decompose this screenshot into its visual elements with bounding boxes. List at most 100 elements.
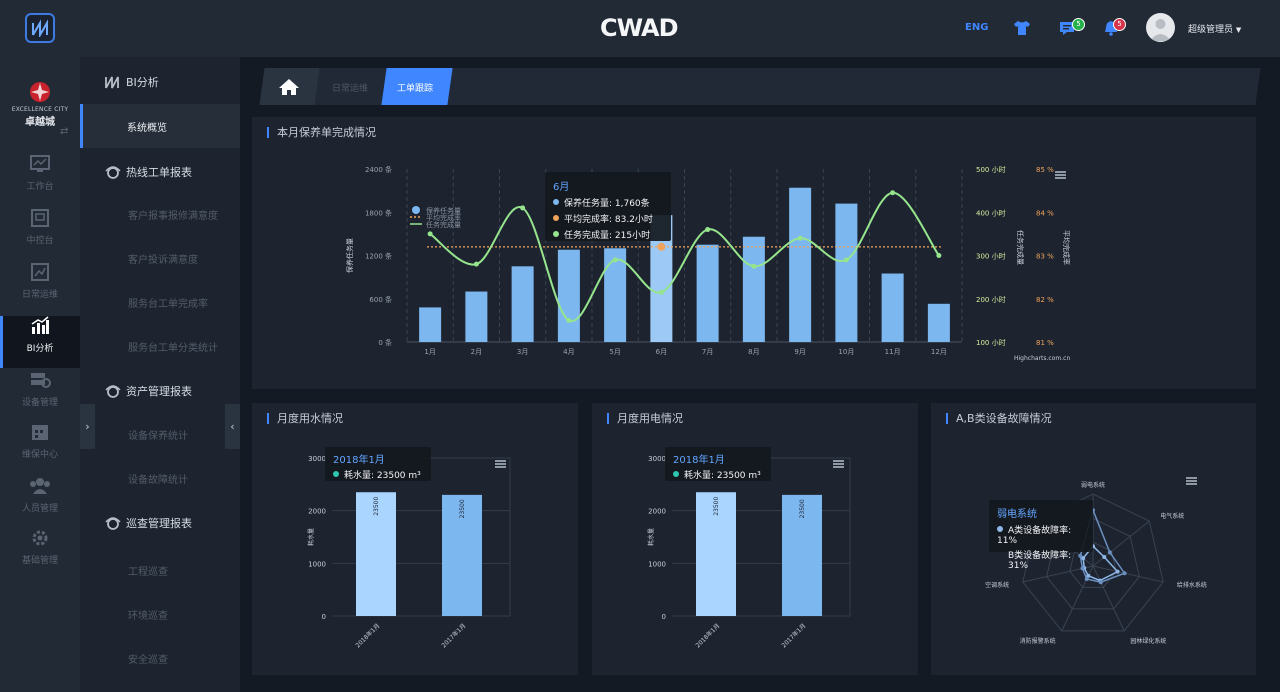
language-switch[interactable]: ENG — [965, 22, 989, 33]
rail-label: 工作台 — [26, 182, 54, 192]
home-icon[interactable] — [278, 78, 300, 96]
y2-axis-title: 任务完成量 — [1016, 230, 1025, 265]
breadcrumb-item-maintenance[interactable]: 日常运维 — [332, 84, 369, 94]
y3-tick-label: 81 % — [1036, 339, 1054, 347]
rail-label: 人员管理 — [21, 504, 58, 514]
submenu-item-overview[interactable]: 系统概览 — [80, 104, 240, 148]
rail-item-device[interactable]: 设备管理 — [0, 370, 80, 422]
bar-chart-icon — [31, 316, 49, 334]
y-tick-label: 2000 — [648, 508, 666, 516]
radar-point — [1102, 555, 1107, 560]
brand-logo-icon — [30, 82, 50, 102]
submenu-bi-title[interactable]: BI分析 — [105, 74, 159, 90]
radar-series — [1079, 507, 1126, 583]
theme-shirt-icon[interactable] — [1013, 20, 1031, 36]
assets-icon — [105, 385, 121, 398]
submenu-item[interactable]: 环境巡查 — [128, 611, 168, 622]
chart-tooltip: 2018年1月 耗水量: 23500 m³ — [665, 447, 771, 481]
rail-label: 中控台 — [26, 236, 54, 246]
user-menu[interactable]: 超级管理员 ▼ — [1188, 22, 1241, 35]
y-tick-label: 3000 — [308, 455, 326, 463]
chart-menu-icon[interactable] — [495, 460, 506, 468]
brand-en: EXCELLENCE CITY — [11, 106, 69, 113]
switch-icon[interactable]: ⇄ — [60, 126, 69, 137]
y-axis-title: 耗水量 — [647, 528, 655, 546]
rail-item-bi[interactable]: BI分析 — [0, 316, 80, 368]
notification-count-badge: 5 — [1113, 18, 1126, 31]
water-panel: 月度用水情况 0 1000 2000 3000 耗水量 23500 2018年1月 23500… — [252, 403, 578, 675]
rail-label: 设备管理 — [21, 398, 58, 408]
rail-item-people[interactable]: 人员管理 — [0, 476, 80, 528]
tooltip-title: 2018年1月 — [673, 455, 725, 466]
brand-block: EXCELLENCE CITY 卓越城 ⇄ — [0, 80, 80, 137]
expand-rail-button[interactable]: › — [80, 404, 95, 449]
submenu-item[interactable]: 安全巡查 — [128, 655, 168, 666]
legend-dot — [673, 471, 679, 477]
submenu-group-label: 巡查管理报表 — [126, 517, 192, 530]
rail-label: 维保中心 — [21, 450, 58, 460]
bar — [696, 244, 719, 342]
y3-tick-label: 83 % — [1036, 253, 1054, 261]
radar-point — [1080, 566, 1085, 571]
app-logo-icon[interactable] — [25, 13, 55, 43]
avatar[interactable] — [1146, 13, 1175, 42]
water-chart: 0 1000 2000 3000 耗水量 23500 2018年1月 23500 2017年1月 — [307, 455, 511, 649]
chart-tooltip: 弱电系统 A类设备故障率: 11% B类设备故障率: 31% — [989, 500, 1093, 571]
chart-menu-icon[interactable] — [1055, 171, 1066, 179]
submenu-item[interactable]: 设备保养统计 — [128, 431, 188, 442]
radar-axis-label: 给排水系统 — [1177, 581, 1207, 589]
rail-label: 基础管理 — [21, 556, 58, 566]
submenu-group-hotline[interactable]: 热线工单报表 — [105, 164, 192, 180]
submenu-item[interactable]: 服务台工单完成率 — [128, 299, 208, 310]
collapse-submenu-button[interactable]: ‹ — [225, 404, 240, 449]
radar-point — [1107, 550, 1112, 555]
legend-label: 保养任务量 — [426, 206, 461, 215]
radar-axis-label: 空调系统 — [985, 581, 1009, 589]
y2-tick-label: 400 小时 — [976, 208, 1006, 217]
chart-menu-icon[interactable] — [1186, 477, 1197, 485]
line-point — [751, 263, 757, 269]
submenu-item[interactable]: 设备故障统计 — [128, 475, 188, 486]
hotline-icon — [105, 166, 121, 179]
chevron-right-icon: › — [85, 420, 90, 433]
tooltip-row: 任务完成量: 215小时 — [564, 231, 651, 241]
tooltip-row: 平均完成率: 83.2小时 — [564, 215, 653, 225]
x-tick-label: 5月 — [609, 348, 620, 356]
rail-item-maintenance-center[interactable]: 维保中心 — [0, 422, 80, 474]
x-tick-label: 1月 — [424, 348, 435, 356]
bi-logo-icon — [105, 76, 119, 89]
rail-item-maintenance[interactable]: 日常运维 — [0, 262, 80, 314]
tooltip-row: B类设备故障率: 31% — [1008, 551, 1072, 571]
radar-grid — [1069, 541, 1117, 588]
submenu-item-label: 系统概览 — [127, 123, 167, 134]
rail-item-workbench[interactable]: 工作台 — [0, 154, 80, 206]
radar-axis-label: 电气系统 — [1160, 512, 1184, 520]
bar — [356, 492, 396, 616]
line-point — [520, 205, 526, 211]
tooltip-row: 耗水量: 23500 m³ — [684, 471, 761, 481]
submenu-item[interactable]: 服务台工单分类统计 — [128, 343, 218, 354]
rail-item-base[interactable]: 基础管理 — [0, 528, 80, 580]
cwad-logo: CWAD — [600, 14, 679, 42]
y-tick-label: 1000 — [308, 560, 326, 568]
submenu-group-inspection[interactable]: 巡查管理报表 — [105, 515, 192, 531]
y3-tick-label: 82 % — [1036, 296, 1054, 304]
legend-dot — [553, 215, 559, 221]
submenu-item[interactable]: 客户报事报修满意度 — [128, 211, 218, 222]
submenu-item[interactable]: 客户投诉满意度 — [128, 255, 198, 266]
chart-menu-icon[interactable] — [833, 460, 844, 468]
radar-point — [1084, 576, 1089, 581]
submenu-item[interactable]: 工程巡查 — [128, 567, 168, 578]
breadcrumb-item-ticket-tracking[interactable]: 工单跟踪 — [397, 84, 434, 94]
tooltip-title: 2018年1月 — [333, 455, 385, 466]
rail-item-console[interactable]: 中控台 — [0, 208, 80, 260]
chevron-down-icon: ▼ — [1235, 26, 1242, 34]
x-tick-label: 2018年1月 — [694, 622, 722, 650]
y-tick-label: 0 — [662, 613, 666, 621]
bar — [742, 236, 765, 342]
message-icon[interactable] — [1059, 21, 1075, 36]
average-point — [657, 242, 666, 251]
submenu-group-assets[interactable]: 资产管理报表 — [105, 383, 192, 399]
device-icon — [31, 373, 51, 388]
